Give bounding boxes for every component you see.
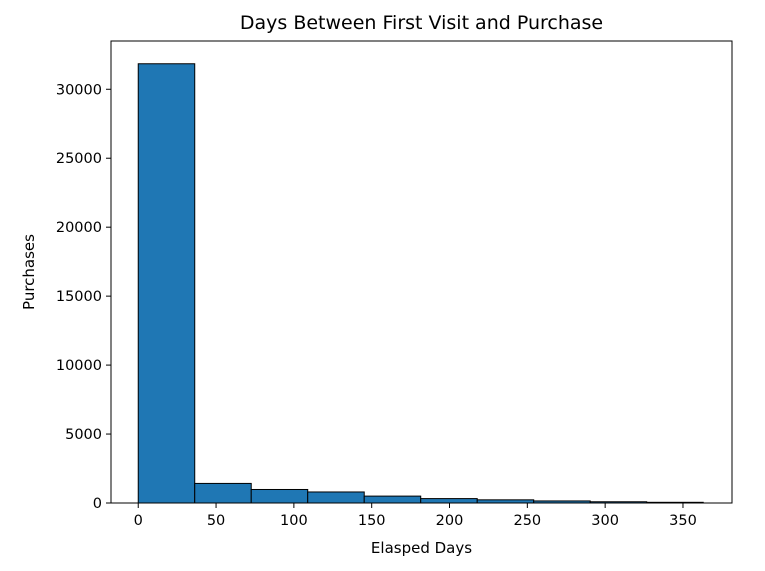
y-tick-label: 20000 bbox=[56, 220, 102, 236]
x-tick-label: 350 bbox=[669, 513, 697, 529]
x-tick-label: 150 bbox=[358, 513, 386, 529]
histogram-bar-5 bbox=[363, 495, 422, 504]
x-tick-label: 100 bbox=[280, 513, 308, 529]
y-tick-label: 30000 bbox=[56, 82, 102, 98]
y-axis-ticks: 0 5000 10000 15000 20000 25000 30000 bbox=[56, 82, 111, 512]
histogram-bar-4 bbox=[307, 491, 365, 504]
y-axis-label: Purchases bbox=[20, 234, 38, 310]
y-tick-label: 10000 bbox=[56, 358, 102, 374]
x-tick-label: 250 bbox=[513, 513, 541, 529]
chart-title: Days Between First Visit and Purchase bbox=[240, 12, 603, 34]
plot-frame bbox=[110, 40, 733, 504]
bars-group bbox=[137, 63, 704, 504]
x-tick-label: 300 bbox=[591, 513, 619, 529]
y-tick-label: 5000 bbox=[65, 427, 102, 443]
histogram-bar-3 bbox=[250, 488, 309, 504]
x-tick-label: 50 bbox=[207, 513, 225, 529]
histogram-bar-2 bbox=[194, 482, 252, 504]
histogram-bar-6 bbox=[420, 498, 478, 504]
histogram-bar-1 bbox=[137, 63, 196, 504]
x-axis-ticks: 0 50 100 150 200 250 300 350 bbox=[134, 503, 697, 529]
y-tick-label: 25000 bbox=[56, 151, 102, 167]
y-tick-label: 0 bbox=[93, 496, 102, 512]
y-tick-label: 15000 bbox=[56, 289, 102, 305]
x-tick-label: 0 bbox=[134, 513, 143, 529]
x-axis-label: Elasped Days bbox=[371, 539, 472, 557]
x-tick-label: 200 bbox=[436, 513, 464, 529]
